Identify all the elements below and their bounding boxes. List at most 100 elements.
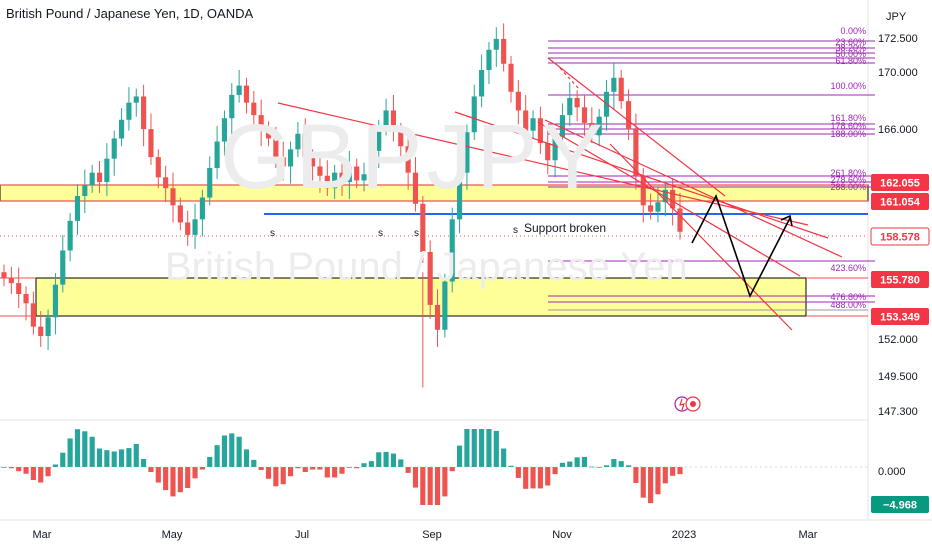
candle-body (148, 129, 154, 158)
candle-body (368, 150, 374, 175)
channel-top (547, 57, 726, 197)
month-label: May (162, 529, 183, 541)
oscillator-bar (148, 467, 154, 473)
candle-body (412, 172, 419, 204)
oscillator-bar (258, 467, 264, 470)
price-axis: 172.500 170.000 166.000 152.000 149.500 … (878, 33, 918, 478)
oscillator-bar (302, 467, 308, 473)
candle-body (493, 38, 499, 50)
s-marker: s (270, 228, 275, 239)
candle-body (633, 129, 639, 176)
candle-body (354, 166, 360, 181)
channel-steep (609, 143, 793, 331)
candle-body (141, 96, 147, 130)
candle-body (118, 119, 125, 139)
candle-body (501, 38, 507, 64)
price-badge-text: 162.055 (880, 178, 920, 190)
fib-label: 278.60% (830, 175, 866, 185)
oscillator-bar (537, 467, 543, 489)
oscillator-bar (354, 467, 360, 469)
oscillator-bar (67, 438, 73, 467)
candle-body (324, 175, 330, 189)
candle-body (346, 166, 352, 182)
oscillator-bar (45, 467, 51, 477)
candle-body (611, 77, 617, 92)
candle-body (82, 185, 88, 196)
oscillator-bar (214, 445, 220, 467)
candle-body (111, 138, 117, 159)
candle-body (332, 172, 338, 189)
oscillator-bar (390, 453, 397, 467)
oscillator-bar (545, 467, 551, 486)
candle-body (640, 175, 646, 206)
candle-body (295, 133, 301, 150)
oscillator-bar (383, 451, 389, 467)
candle-body (30, 303, 36, 327)
candle-body (662, 189, 668, 203)
oscillator-bar (236, 436, 242, 467)
price-badge-161054: 161.054 (871, 193, 929, 210)
currency-label: JPY (886, 11, 907, 23)
price-tick: 149.500 (878, 371, 918, 383)
oscillator-bar (16, 467, 22, 472)
oscillator-bar (89, 436, 95, 467)
candle-body (581, 107, 588, 123)
oscillator-bar (501, 448, 507, 467)
chart-title: British Pound / Japanese Yen, 1D, OANDA (6, 6, 254, 21)
oscillator-bar (420, 467, 426, 505)
fib-label: 38.20% (835, 43, 866, 53)
oscillator-bar (273, 467, 279, 487)
candle-body (243, 85, 250, 103)
oscillator-bar (185, 467, 191, 488)
fib-label: 476.80% (830, 292, 866, 302)
candle-body (310, 157, 316, 167)
oscillator-bar (126, 448, 132, 467)
oscillator-bar (118, 449, 125, 467)
fib-label: 178.60% (830, 121, 866, 131)
candle-body (559, 115, 566, 137)
replay-icon[interactable] (674, 396, 701, 412)
oscillator-bar (581, 456, 588, 467)
fib-label: 423.60% (830, 263, 866, 273)
candle-body (471, 96, 477, 133)
candle-body (552, 136, 558, 161)
oscillator-bar (104, 450, 110, 467)
oscillator-bar (38, 467, 44, 483)
oscillator-bar (670, 467, 676, 476)
candle-body (515, 91, 521, 111)
fib-label: 100.00% (830, 81, 866, 91)
fib-label: 188.00% (830, 129, 866, 139)
price-badge-153349: 153.349 (871, 308, 929, 325)
candle-body (221, 118, 228, 142)
oscillator-bar (243, 449, 250, 467)
oscillator-bar (111, 451, 117, 467)
oscillator-bar (603, 465, 610, 467)
candle-body (23, 294, 29, 304)
oscillator-bar (464, 429, 470, 467)
oscillator-bar (530, 467, 536, 489)
fib-label: 288.00% (830, 182, 866, 192)
oscillator-bar (332, 467, 338, 478)
candle-body (214, 141, 220, 168)
candle-body (287, 149, 294, 167)
projection-arrowhead (780, 214, 793, 227)
candle-body (670, 189, 676, 209)
oscillator-bar (611, 459, 617, 467)
candle-body (317, 166, 323, 176)
candle-body (486, 49, 492, 70)
s-marker: s (414, 228, 419, 239)
candle-body (625, 101, 632, 130)
candle-body (45, 317, 51, 336)
oscillator-bar (317, 467, 323, 470)
oscillator-bar (648, 467, 654, 504)
oscillator-bar (339, 467, 345, 474)
candle-body (74, 196, 81, 221)
oscillator-bar (251, 459, 257, 467)
candle-body (376, 127, 382, 151)
oscillator-bar (361, 463, 367, 467)
oscillator-bar (82, 431, 88, 467)
dashed-leg (559, 67, 581, 91)
candle-body (273, 138, 279, 158)
